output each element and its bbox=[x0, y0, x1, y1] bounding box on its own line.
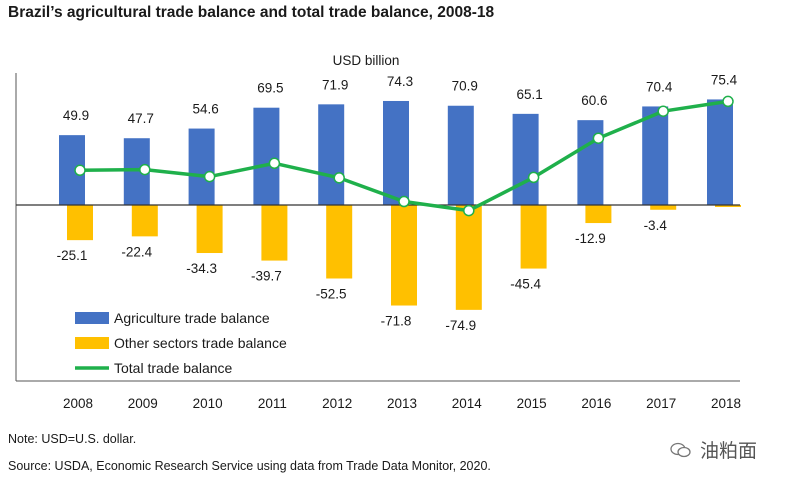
other-sectors-value-label: -39.7 bbox=[251, 269, 282, 284]
total-trade-point bbox=[657, 105, 669, 117]
agriculture-value-label: 74.3 bbox=[387, 74, 413, 89]
agriculture-bar bbox=[253, 107, 280, 205]
agriculture-value-label: 60.6 bbox=[581, 93, 607, 108]
total-trade-point bbox=[722, 95, 734, 108]
agriculture-value-label: 70.4 bbox=[646, 79, 673, 94]
x-tick-label: 2017 bbox=[646, 396, 676, 411]
other-sectors-value-label: -74.9 bbox=[445, 318, 476, 333]
agriculture-value-label: 70.9 bbox=[452, 79, 478, 94]
other-sectors-bar bbox=[261, 205, 288, 261]
other-sectors-value-label: -22.4 bbox=[121, 244, 152, 259]
agriculture-value-label: 75.4 bbox=[711, 72, 738, 87]
agriculture-bar bbox=[512, 113, 539, 205]
agriculture-value-label: 49.9 bbox=[63, 108, 89, 123]
other-sectors-value-label: -3.4 bbox=[644, 218, 668, 233]
agriculture-value-label: 71.9 bbox=[322, 77, 348, 92]
total-trade-point bbox=[203, 170, 216, 183]
agriculture-bar bbox=[642, 106, 669, 205]
other-sectors-bar bbox=[196, 205, 223, 254]
chart-title: Brazil’s agricultural trade balance and … bbox=[8, 4, 495, 21]
agriculture-value-label: 54.6 bbox=[192, 102, 218, 117]
legend-label: Other sectors trade balance bbox=[114, 335, 287, 351]
total-trade-point bbox=[527, 171, 540, 184]
agriculture-bar bbox=[383, 100, 409, 205]
watermark-text: 油粕面 bbox=[700, 441, 758, 462]
x-axis-tick-labels: 2008 2009 2010 2011 2012 2013 2014 2015 2016 2017… bbox=[63, 396, 741, 411]
total-trade-point bbox=[398, 195, 410, 208]
agriculture-bar bbox=[318, 104, 345, 205]
total-trade-line-layer bbox=[74, 95, 734, 217]
other-sectors-bars bbox=[67, 205, 741, 310]
total-trade-point bbox=[268, 157, 281, 170]
chart-area: USD billion 49.9 -25.1 47.7 -22.4 54.6 -34.3 6… bbox=[15, 53, 741, 411]
other-sectors-bar bbox=[391, 205, 417, 306]
agriculture-bar bbox=[447, 105, 474, 205]
footnote: Note: USD=U.S. dollar. bbox=[8, 432, 137, 446]
x-tick-label: 2018 bbox=[711, 396, 741, 411]
other-sectors-bar bbox=[131, 205, 158, 237]
legend: Agriculture trade balance Other sectors t… bbox=[75, 310, 287, 376]
x-tick-label: 2015 bbox=[517, 396, 547, 411]
x-tick-label: 2009 bbox=[128, 396, 158, 411]
total-trade-point bbox=[592, 132, 605, 144]
x-tick-label: 2013 bbox=[387, 396, 417, 411]
other-sectors-bar bbox=[585, 205, 612, 224]
x-tick-label: 2010 bbox=[193, 396, 223, 411]
other-sectors-value-label: -45.4 bbox=[510, 277, 541, 292]
unit-label: USD billion bbox=[333, 53, 400, 68]
total-trade-point bbox=[139, 163, 151, 176]
source-note: Source: USDA, Economic Research Service … bbox=[8, 459, 491, 473]
agriculture-bar bbox=[707, 99, 733, 205]
agriculture-value-label: 69.5 bbox=[257, 81, 283, 96]
other-sectors-value-label: -25.1 bbox=[57, 248, 88, 263]
x-tick-label: 2011 bbox=[258, 396, 287, 411]
other-sectors-bar bbox=[520, 205, 547, 269]
other-sectors-bar bbox=[715, 205, 741, 207]
total-trade-point bbox=[333, 172, 345, 184]
total-trade-point bbox=[74, 164, 86, 177]
x-tick-label: 2012 bbox=[322, 396, 352, 411]
other-sectors-value-label: -52.5 bbox=[316, 287, 347, 302]
other-sectors-bar bbox=[455, 205, 482, 310]
wechat-icon bbox=[670, 442, 691, 457]
x-tick-label: 2016 bbox=[581, 396, 611, 411]
total-trade-point bbox=[463, 204, 475, 217]
x-tick-label: 2008 bbox=[63, 396, 93, 411]
legend-swatch-agriculture bbox=[75, 312, 109, 324]
legend-label: Total trade balance bbox=[114, 360, 233, 376]
other-sectors-bar bbox=[650, 205, 677, 210]
other-sectors-bar bbox=[326, 205, 353, 279]
other-sectors-value-label: -12.9 bbox=[575, 231, 606, 246]
legend-label: Agriculture trade balance bbox=[114, 310, 270, 326]
x-tick-label: 2014 bbox=[452, 396, 483, 411]
other-sectors-value-label: -34.3 bbox=[186, 261, 217, 276]
other-sectors-bar bbox=[67, 205, 93, 241]
data-labels: 49.9 -25.1 47.7 -22.4 54.6 -34.3 69.5 -39.7 71.9… bbox=[57, 72, 738, 332]
agriculture-bars bbox=[59, 99, 733, 205]
legend-swatch-other-sectors bbox=[75, 337, 109, 349]
watermark: 油粕面 bbox=[670, 436, 757, 463]
agriculture-value-label: 65.1 bbox=[516, 87, 542, 102]
other-sectors-value-label: -71.8 bbox=[381, 314, 412, 329]
agriculture-value-label: 47.7 bbox=[128, 111, 154, 126]
agriculture-bar bbox=[188, 128, 215, 205]
